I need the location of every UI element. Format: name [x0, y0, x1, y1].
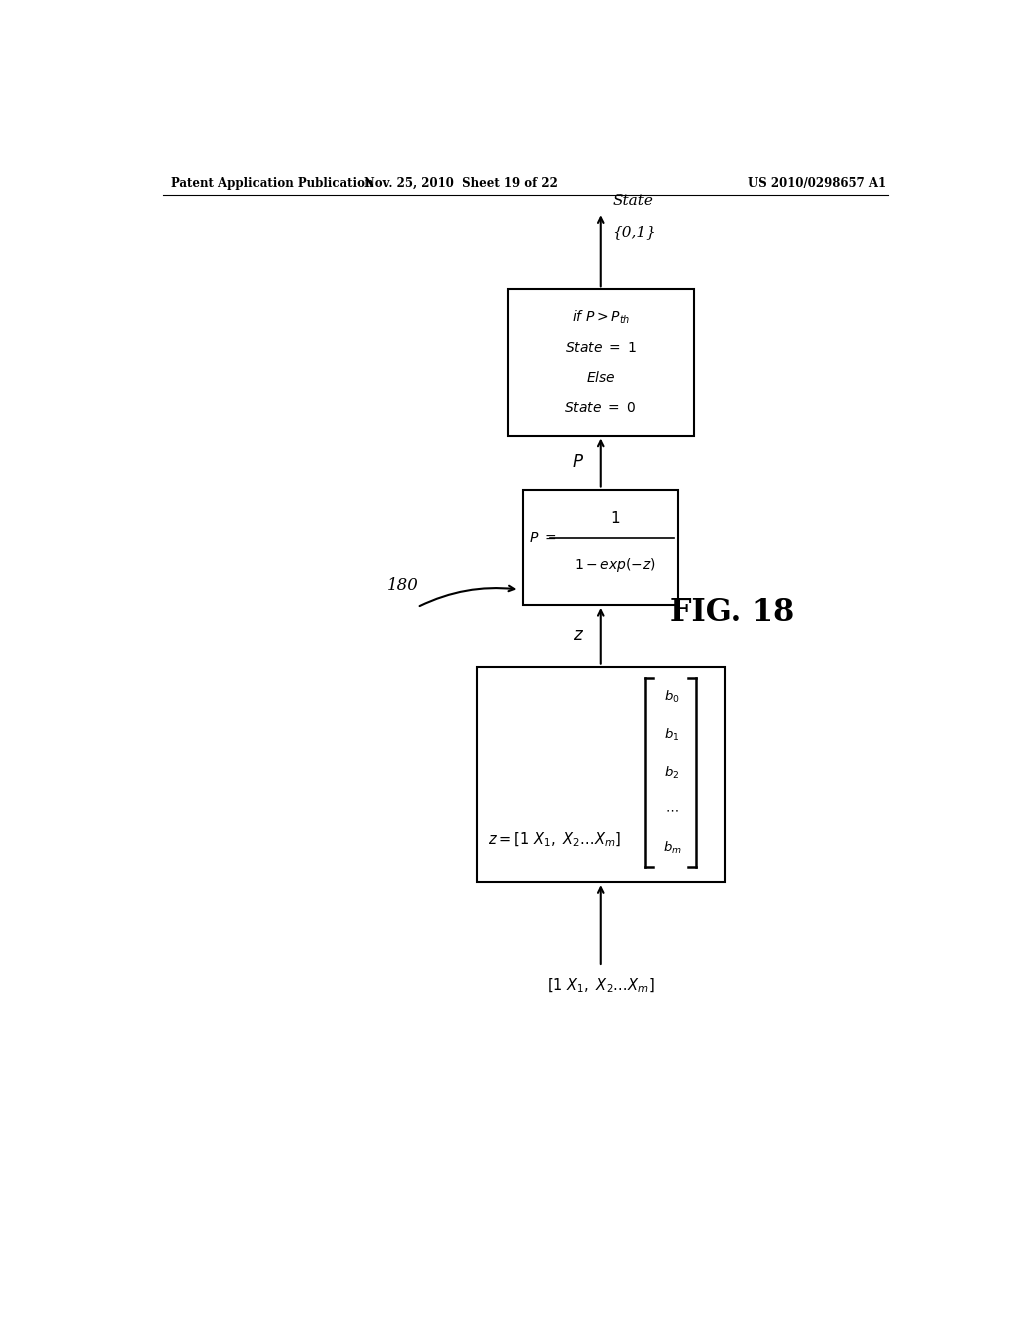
Text: $State\ =\ 1$: $State\ =\ 1$	[564, 341, 637, 355]
Text: $State\ =\ 0$: $State\ =\ 0$	[564, 401, 637, 414]
Text: $[1\ X_1,\ X_2{\ldots}X_m]$: $[1\ X_1,\ X_2{\ldots}X_m]$	[547, 977, 654, 994]
Text: $b_0$: $b_0$	[665, 689, 680, 705]
Text: $P$: $P$	[571, 454, 584, 471]
Text: $Else$: $Else$	[586, 371, 615, 385]
Text: $b_1$: $b_1$	[665, 727, 680, 743]
Text: $b_2$: $b_2$	[665, 764, 680, 780]
Text: Patent Application Publication: Patent Application Publication	[171, 177, 373, 190]
Text: $if\ P > P_{th}$: $if\ P > P_{th}$	[571, 309, 630, 326]
Text: FIG. 18: FIG. 18	[671, 597, 795, 628]
Text: $z$: $z$	[572, 627, 584, 644]
Text: $\cdots$: $\cdots$	[666, 804, 679, 817]
Text: $P\ =$: $P\ =$	[529, 531, 557, 545]
Text: $b_m$: $b_m$	[663, 840, 681, 855]
Text: {0,1}: {0,1}	[612, 226, 656, 239]
Text: Nov. 25, 2010  Sheet 19 of 22: Nov. 25, 2010 Sheet 19 of 22	[365, 177, 558, 190]
Text: $1-exp(-z)$: $1-exp(-z)$	[573, 556, 655, 574]
Text: $1$: $1$	[609, 510, 620, 525]
Bar	[477, 667, 725, 882]
Text: 180: 180	[387, 577, 419, 594]
Bar	[508, 289, 693, 436]
Bar	[523, 490, 678, 605]
Text: US 2010/0298657 A1: US 2010/0298657 A1	[748, 177, 886, 190]
Text: State: State	[612, 194, 653, 209]
Text: $z = [1\ X_1,\ X_2{\ldots}X_m]$: $z = [1\ X_1,\ X_2{\ldots}X_m]$	[488, 830, 622, 849]
